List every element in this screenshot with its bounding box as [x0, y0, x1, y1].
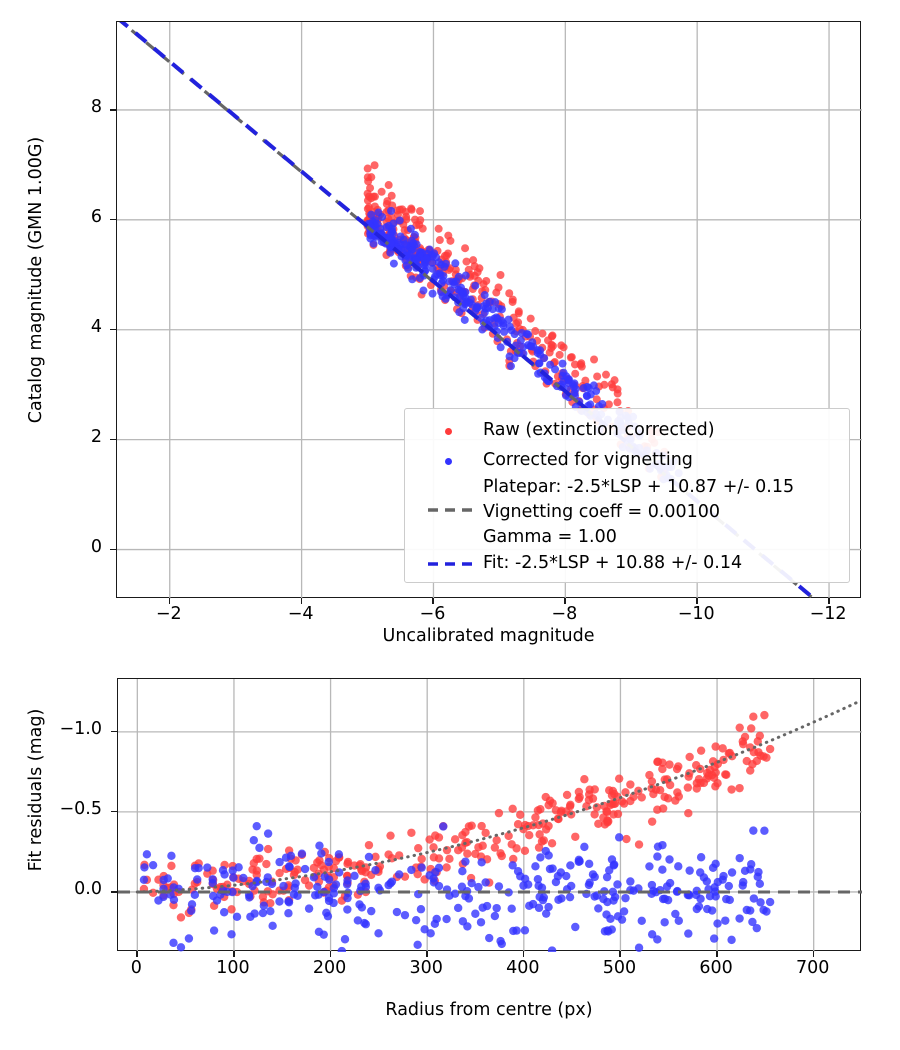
- bottom-xtick-mark: [329, 951, 332, 957]
- fit-residuals-canvas: [118, 679, 862, 952]
- top-xtick: −8: [551, 604, 578, 624]
- plot-legend: Raw (extinction corrected) Corrected for…: [404, 408, 850, 583]
- legend-label-fit: Fit: -2.5*LSP + 10.88 +/- 0.14: [483, 553, 743, 573]
- top-ytick: 2: [90, 426, 102, 447]
- bottom-xtick: 500: [602, 958, 637, 978]
- bottom-ytick: 0.0: [74, 878, 102, 899]
- top-ytick: 6: [90, 206, 102, 227]
- legend-marker-raw: [445, 428, 452, 435]
- legend-label-corrected: Corrected for vignetting: [483, 450, 693, 470]
- top-xtick-mark: [168, 598, 171, 604]
- top-xtick: −4: [287, 604, 314, 624]
- bottom-xtick-mark: [232, 951, 235, 957]
- bottom-xtick: 200: [312, 958, 347, 978]
- bottom-xtick: 400: [506, 958, 540, 978]
- top-xtick-mark: [828, 598, 830, 604]
- top-ytick-mark: [110, 548, 116, 551]
- bottom-ytick-mark: [111, 730, 117, 733]
- top-xtick: −6: [419, 604, 446, 624]
- bottom-xtick: 300: [409, 958, 443, 978]
- top-ytick: 4: [90, 316, 102, 337]
- bottom-xtick-mark: [619, 951, 622, 957]
- bottom-xtick: 600: [699, 958, 733, 978]
- top-ytick-mark: [110, 328, 116, 331]
- bottom-ytick: −0.5: [59, 798, 103, 819]
- top-ytick: 8: [90, 96, 102, 117]
- top-ytick-mark: [110, 438, 116, 441]
- top-xtick-mark: [300, 598, 303, 604]
- legend-label-platepar: Platepar: -2.5*LSP + 10.87 +/- 0.15 Vigne…: [483, 477, 795, 547]
- vignetting-curve: [135, 701, 858, 894]
- top-xtick: −2: [155, 604, 182, 624]
- top-ytick-mark: [110, 108, 116, 111]
- bottom-xtick-mark: [136, 951, 138, 957]
- top-xtick-mark: [564, 598, 566, 604]
- bottom-xtick-mark: [812, 951, 815, 957]
- bottom-xtick-mark: [716, 951, 718, 957]
- fit-line: [119, 22, 818, 599]
- legend-dash-fit: [428, 562, 474, 566]
- top-x-axis-label: Uncalibrated magnitude: [382, 626, 595, 646]
- bottom-xtick: 0: [130, 958, 142, 978]
- top-xtick-mark: [432, 598, 435, 604]
- bottom-xtick: 100: [216, 958, 250, 978]
- bottom-ytick-mark: [111, 890, 117, 893]
- top-xtick: −10: [677, 604, 715, 624]
- bottom-xtick: 700: [795, 958, 830, 978]
- legend-marker-corrected: [445, 458, 452, 465]
- bottom-ytick: −1.0: [59, 718, 103, 739]
- corrected-residual-points: [139, 821, 775, 952]
- bottom-xtick-mark: [426, 951, 428, 957]
- fit-residuals-axes: [117, 678, 862, 952]
- legend-label-raw: Raw (extinction corrected): [483, 420, 715, 440]
- bottom-x-axis-label: Radius from centre (px): [385, 1000, 593, 1020]
- bottom-ytick-mark: [111, 810, 117, 813]
- bottom-xtick-mark: [522, 951, 525, 957]
- top-ytick: 0: [90, 536, 102, 557]
- top-xtick: −12: [809, 604, 847, 624]
- top-xtick-mark: [696, 598, 698, 604]
- top-ytick-mark: [110, 218, 116, 221]
- legend-dash-platepar: [428, 508, 474, 512]
